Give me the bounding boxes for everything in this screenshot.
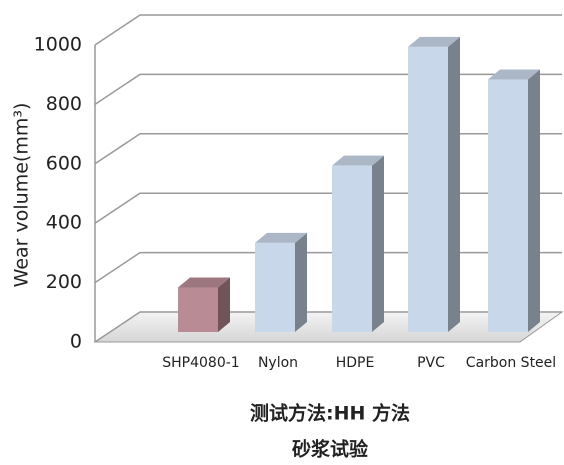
- bar-side: [372, 155, 384, 332]
- bar-side: [448, 36, 460, 332]
- chart-subtitle: 砂浆试验: [292, 438, 369, 461]
- y-tick-label: 400: [46, 212, 82, 234]
- x-tick-label: SHP4080-1: [162, 355, 239, 371]
- grid-line: [94, 14, 562, 46]
- y-tick-label: 200: [46, 271, 82, 293]
- bar-top: [488, 69, 540, 80]
- bar: [332, 165, 372, 332]
- bar: [488, 79, 528, 332]
- chart-title: 测试方法:HH 方法: [250, 402, 410, 425]
- y-tick-label: 600: [46, 152, 82, 174]
- bar-side: [528, 69, 540, 333]
- y-axis-label: Wear volume(mm³): [11, 103, 33, 288]
- x-tick-label: HDPE: [336, 355, 375, 371]
- bar-side: [295, 232, 307, 332]
- x-tick-label: Carbon Steel: [466, 355, 556, 371]
- bar-top: [332, 155, 384, 166]
- bar: [255, 242, 295, 332]
- x-tick-label: Nylon: [258, 355, 298, 371]
- y-tick-label: 800: [46, 93, 82, 115]
- bar: [178, 287, 218, 332]
- bar: [408, 46, 448, 332]
- bar-top: [178, 277, 230, 288]
- y-tick-label: 1000: [34, 34, 82, 56]
- bar-top: [255, 232, 307, 243]
- y-tick-label: 0: [70, 331, 82, 353]
- bar-side: [218, 277, 230, 332]
- x-tick-label: PVC: [417, 355, 445, 371]
- bar-top: [408, 36, 460, 47]
